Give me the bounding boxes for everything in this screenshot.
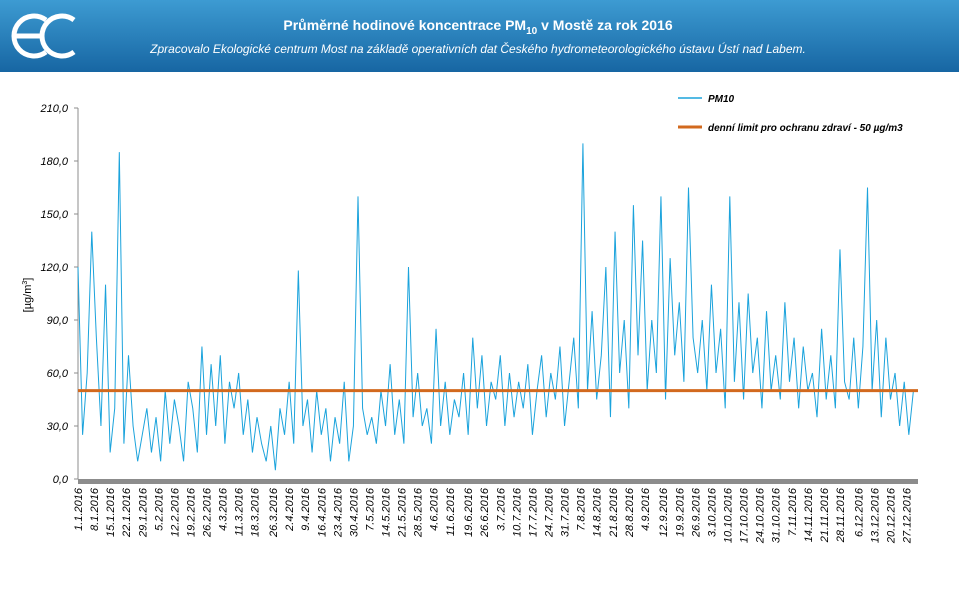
- x-tick-label: 3.7.2016: [495, 487, 507, 531]
- x-tick-label: 23.4.2016: [332, 487, 344, 538]
- chart-title: Průměrné hodinové koncentrace PM10 v Mos…: [283, 17, 672, 37]
- x-tick-label: 31.10.2016: [771, 487, 783, 543]
- x-tick-label: 26.9.2016: [690, 487, 702, 538]
- x-tick-label: 27.12.2016: [902, 487, 914, 544]
- x-tick-label: 11.3.2016: [234, 487, 246, 536]
- x-tick-label: 26.2.2016: [202, 487, 214, 538]
- x-tick-label: 8.1.2016: [89, 487, 101, 531]
- legend-label: denní limit pro ochranu zdraví - 50 µg/m…: [708, 123, 903, 134]
- x-tick-label: 19.6.2016: [463, 487, 475, 537]
- y-tick-label: 120,0: [40, 262, 68, 274]
- y-tick-label: 30,0: [47, 421, 69, 433]
- x-axis-band: [78, 479, 918, 484]
- x-tick-label: 24.7.2016: [543, 487, 555, 538]
- title-text: v Mostě za rok 2016: [537, 17, 673, 33]
- x-tick-label: 11.6.2016: [445, 487, 457, 536]
- x-tick-label: 12.9.2016: [658, 487, 670, 537]
- x-tick-label: 21.11.2016: [819, 487, 831, 543]
- title-sub: 10: [526, 26, 538, 37]
- x-tick-label: 4.3.2016: [218, 487, 230, 531]
- y-label-text: [µg/m: [22, 285, 34, 313]
- x-tick-label: 14.11.2016: [803, 487, 815, 542]
- x-tick-label: 24.10.2016: [755, 487, 767, 544]
- x-tick-label: 7.8.2016: [576, 487, 588, 531]
- y-tick-label: 90,0: [47, 315, 69, 327]
- x-tick-label: 22.1.2016: [121, 487, 133, 538]
- x-tick-label: 21.8.2016: [608, 487, 620, 538]
- x-tick-label: 21.5.2016: [397, 487, 409, 538]
- x-tick-label: 14.8.2016: [592, 487, 604, 537]
- x-tick-label: 28.5.2016: [413, 487, 425, 538]
- y-label-sup: 3: [22, 281, 29, 285]
- y-tick-label: 210,0: [39, 103, 68, 115]
- x-tick-label: 4.6.2016: [429, 487, 441, 531]
- x-tick-label: 26.3.2016: [268, 487, 280, 538]
- x-tick-label: 20.12.2016: [885, 487, 897, 544]
- x-tick-label: 1.1.2016: [73, 487, 85, 531]
- x-tick-label: 2.4.2016: [284, 487, 296, 532]
- x-tick-label: 7.5.2016: [364, 487, 376, 531]
- x-tick-label: 6.12.2016: [853, 487, 865, 537]
- y-tick-label: 0,0: [53, 474, 69, 486]
- x-tick-label: 19.2.2016: [185, 487, 197, 537]
- title-text: Průměrné hodinové koncentrace PM: [283, 17, 526, 33]
- legend-label: PM10: [708, 94, 735, 105]
- chart-subtitle: Zpracovalo Ekologické centrum Most na zá…: [149, 41, 806, 56]
- x-tick-label: 28.11.2016: [835, 487, 847, 543]
- x-tick-label: 30.4.2016: [348, 487, 360, 537]
- x-tick-label: 12.2.2016: [169, 487, 181, 537]
- x-tick-label: 9.4.2016: [300, 487, 312, 531]
- x-tick-label: 18.3.2016: [250, 487, 262, 537]
- x-tick-label: 10.7.2016: [511, 487, 523, 537]
- y-axis-label: [µg/m3]: [22, 278, 34, 313]
- y-tick-label: 180,0: [40, 156, 68, 168]
- x-tick-label: 26.6.2016: [479, 487, 491, 538]
- x-tick-label: 16.4.2016: [316, 487, 328, 537]
- data-line: [77, 143, 914, 471]
- x-tick-label: 7.11.2016: [787, 487, 799, 536]
- x-tick-label: 15.1.2016: [105, 487, 117, 537]
- y-tick-label: 60,0: [47, 368, 69, 380]
- x-tick-label: 31.7.2016: [560, 487, 572, 537]
- x-tick-label: 19.9.2016: [674, 487, 686, 537]
- x-tick-label: 29.1.2016: [137, 487, 149, 538]
- x-tick-label: 17.10.2016: [739, 487, 751, 543]
- x-tick-label: 14.5.2016: [381, 487, 393, 537]
- x-tick-label: 4.9.2016: [640, 487, 652, 531]
- x-tick-label: 10.10.2016: [723, 487, 735, 543]
- header-band: [0, 0, 959, 72]
- x-tick-label: 28.8.2016: [624, 487, 636, 538]
- x-tick-label: 3.10.2016: [706, 487, 718, 537]
- x-tick-label: 13.12.2016: [869, 487, 881, 543]
- x-tick-label: 5.2.2016: [153, 487, 165, 531]
- logo: [11, 13, 76, 59]
- y-tick-label: 150,0: [40, 209, 68, 221]
- y-label-text: ]: [22, 278, 34, 281]
- x-tick-label: 17.7.2016: [527, 487, 539, 537]
